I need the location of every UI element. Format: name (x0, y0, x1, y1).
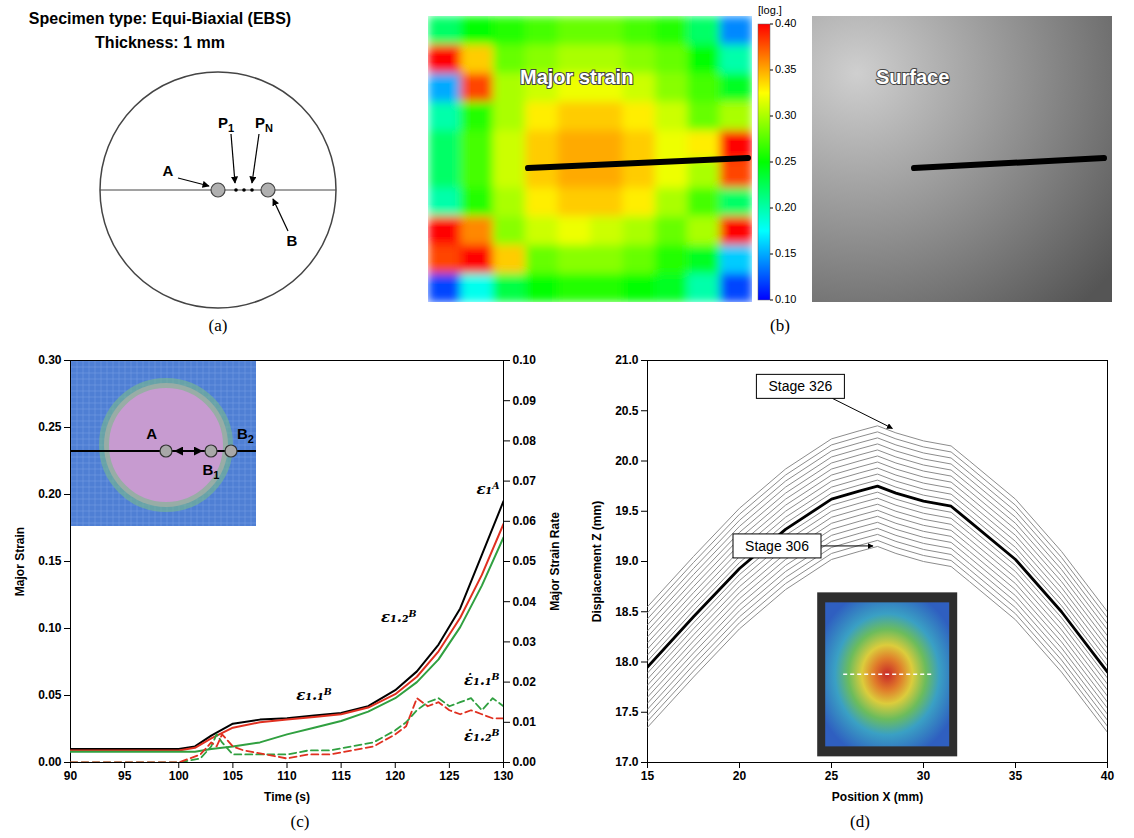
svg-text:A: A (146, 425, 157, 442)
svg-text:15: 15 (641, 769, 655, 783)
svg-text:0.40: 0.40 (775, 17, 796, 29)
svg-text:Major Strain Rate: Major Strain Rate (548, 512, 562, 611)
svg-text:0.08: 0.08 (513, 434, 537, 448)
svg-text:B2: B2 (237, 425, 254, 445)
svg-text:21.0: 21.0 (615, 353, 639, 367)
svg-text:0.20: 0.20 (38, 487, 62, 501)
svg-text:18.0: 18.0 (615, 655, 639, 669)
svg-text:Stage 326: Stage 326 (768, 378, 832, 394)
svg-text:Thickness: 1 mm: Thickness: 1 mm (95, 34, 225, 51)
svg-text:120: 120 (385, 769, 405, 783)
svg-text:ε₁.₁ᴮ: ε₁.₁ᴮ (296, 686, 331, 704)
svg-text:Stage 306: Stage 306 (745, 538, 809, 554)
svg-text:105: 105 (223, 769, 243, 783)
svg-text:Surface: Surface (876, 66, 949, 88)
html-text:(c): (c) (290, 812, 310, 831)
svg-text:Major Strain: Major Strain (13, 527, 27, 596)
svg-text:30: 30 (917, 769, 931, 783)
svg-text:ε̇₁.₂ᴮ: ε̇₁.₂ᴮ (464, 727, 499, 745)
svg-text:0.30: 0.30 (775, 109, 796, 121)
svg-text:125: 125 (439, 769, 459, 783)
svg-text:0.10: 0.10 (38, 621, 62, 635)
svg-text:130: 130 (493, 769, 513, 783)
svg-text:0.10: 0.10 (513, 353, 537, 367)
svg-text:20.0: 20.0 (615, 454, 639, 468)
svg-text:0.30: 0.30 (38, 353, 62, 367)
svg-text:ε̇₁.₁ᴮ: ε̇₁.₁ᴮ (464, 671, 499, 689)
html-text:(a): (a) (208, 316, 228, 335)
svg-text:0.10: 0.10 (775, 293, 796, 305)
svg-text:0.02: 0.02 (513, 675, 537, 689)
svg-text:0.15: 0.15 (775, 247, 796, 259)
svg-text:P1: P1 (218, 114, 234, 134)
svg-text:Major strain: Major strain (520, 66, 633, 88)
svg-text:0.03: 0.03 (513, 635, 537, 649)
svg-text:0.05: 0.05 (513, 554, 537, 568)
svg-text:ε₁ᴬ: ε₁ᴬ (476, 480, 499, 498)
svg-text:0.00: 0.00 (513, 755, 537, 769)
svg-text:17.0: 17.0 (615, 755, 639, 769)
svg-text:B: B (287, 232, 298, 249)
svg-text:0.06: 0.06 (513, 514, 537, 528)
html-text:(d): (d) (850, 812, 870, 831)
svg-text:0.35: 0.35 (775, 63, 796, 75)
svg-text:0.04: 0.04 (513, 595, 537, 609)
svg-text:Position X (mm): Position X (mm) (832, 790, 923, 804)
svg-text:20.5: 20.5 (615, 404, 639, 418)
svg-text:0.00: 0.00 (38, 755, 62, 769)
svg-text:95: 95 (118, 769, 132, 783)
svg-text:0.20: 0.20 (775, 201, 796, 213)
svg-text:Time (s): Time (s) (264, 790, 310, 804)
svg-text:19.0: 19.0 (615, 554, 639, 568)
svg-text:Displacement Z (mm): Displacement Z (mm) (590, 501, 604, 622)
svg-text:A: A (163, 162, 174, 179)
svg-text:[log.]: [log.] (758, 4, 782, 16)
svg-text:100: 100 (169, 769, 189, 783)
svg-text:110: 110 (277, 769, 297, 783)
svg-text:19.5: 19.5 (615, 504, 639, 518)
svg-text:0.05: 0.05 (38, 688, 62, 702)
svg-text:0.25: 0.25 (775, 155, 796, 167)
svg-text:35: 35 (1009, 769, 1023, 783)
svg-text:0.09: 0.09 (513, 394, 537, 408)
svg-text:115: 115 (331, 769, 351, 783)
svg-text:Specimen type: Equi-Biaxial (E: Specimen type: Equi-Biaxial (EBS) (29, 10, 291, 27)
svg-text:B1: B1 (203, 461, 220, 481)
svg-text:0.25: 0.25 (38, 420, 62, 434)
svg-text:0.15: 0.15 (38, 554, 62, 568)
svg-text:17.5: 17.5 (615, 705, 639, 719)
svg-text:90: 90 (64, 769, 78, 783)
svg-text:18.5: 18.5 (615, 605, 639, 619)
svg-text:25: 25 (825, 769, 839, 783)
svg-text:PN: PN (255, 114, 273, 134)
svg-text:40: 40 (1101, 769, 1115, 783)
svg-text:20: 20 (733, 769, 747, 783)
svg-text:ε₁.₂ᴮ: ε₁.₂ᴮ (381, 608, 416, 626)
html-text:(b): (b) (770, 316, 790, 335)
svg-text:0.01: 0.01 (513, 715, 537, 729)
svg-text:0.07: 0.07 (513, 474, 537, 488)
